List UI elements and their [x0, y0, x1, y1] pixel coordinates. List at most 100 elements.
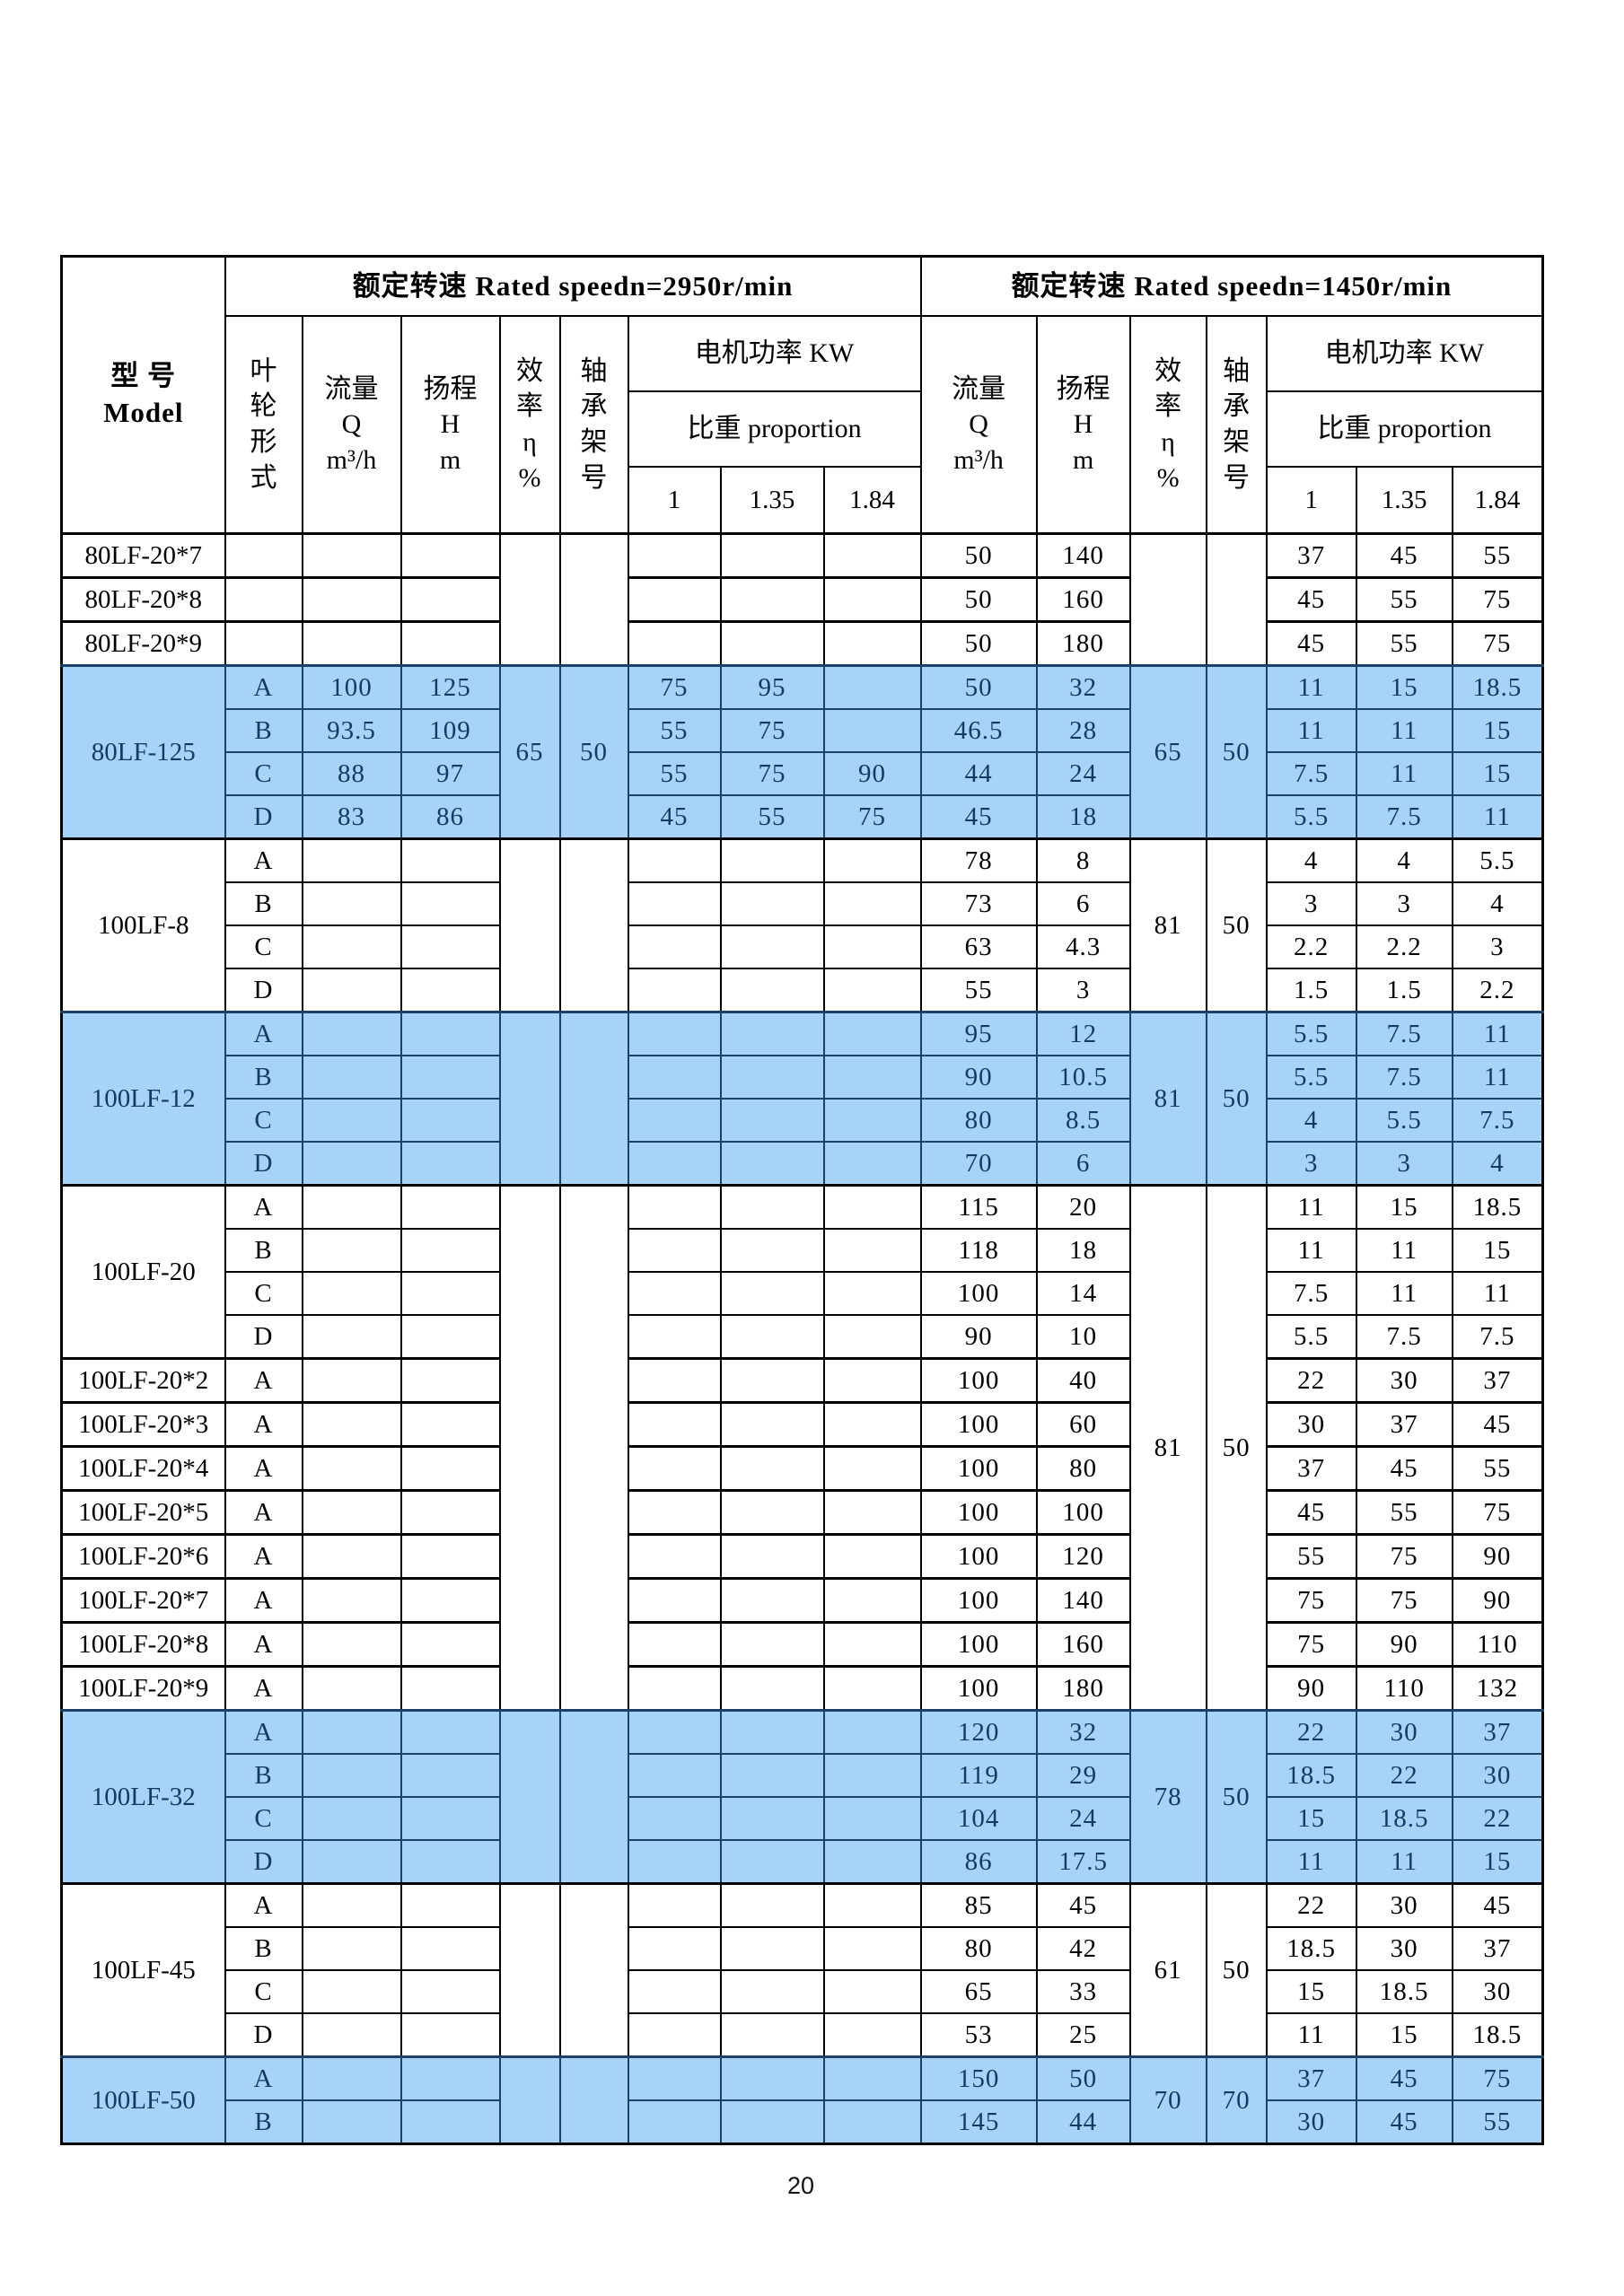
power-1450-cell: 15 — [1355, 664, 1453, 710]
head-1450-cell: 160 — [1035, 1621, 1131, 1668]
head-1450-cell: 14 — [1035, 1271, 1131, 1316]
power-1450-cell: 22 — [1265, 1709, 1357, 1755]
power-2950-cell — [822, 925, 922, 969]
power-1450-cell: 5.5 — [1265, 1314, 1357, 1360]
power-1450-cell: 7.5 — [1355, 1011, 1453, 1056]
flow-2950-cell — [301, 1753, 402, 1798]
power-2950-cell — [719, 1271, 825, 1316]
flow-1450-cell: 70 — [919, 1141, 1038, 1187]
head-1450-cell: 45 — [1035, 1882, 1131, 1928]
head-2950-cell — [399, 1709, 501, 1755]
impeller-form-cell: A — [224, 1621, 303, 1668]
power-1450-cell: 7.5 — [1265, 1271, 1357, 1316]
power-1450-cell: 11 — [1265, 1228, 1357, 1273]
impeller-form-cell: A — [224, 1401, 303, 1448]
flow-2950-cell — [301, 925, 402, 969]
head-2950-cell — [399, 968, 501, 1013]
flow-2950-cell — [301, 1969, 402, 2014]
head-2950-cell — [399, 1839, 501, 1885]
head-1450-cell: 80 — [1035, 1445, 1131, 1492]
flow-2950-cell — [301, 1445, 402, 1492]
power-2950-cell — [719, 1533, 825, 1580]
power-2950-cell — [719, 1926, 825, 1971]
head-1450-cell: 28 — [1035, 708, 1131, 753]
power-1450-cell: 75 — [1355, 1533, 1453, 1580]
power-1450-cell: 15 — [1451, 1839, 1544, 1885]
efficiency-1450-cell — [1128, 532, 1207, 667]
head-1450-cell: 6 — [1035, 881, 1131, 926]
flow-2950-cell — [301, 968, 402, 1013]
power-1450-cell: 7.5 — [1355, 1055, 1453, 1100]
efficiency-1450-cell: 81 — [1128, 1184, 1207, 1712]
power-2950-cell — [822, 1969, 922, 2014]
flow-1450-cell: 65 — [919, 1969, 1038, 2014]
power-1450-cell: 55 — [1265, 1533, 1357, 1580]
power-2950-cell: 90 — [822, 751, 922, 796]
head-1450-cell: 8.5 — [1035, 1098, 1131, 1143]
flow-1450-cell: 145 — [919, 2099, 1038, 2145]
power-2950-cell — [822, 2055, 922, 2101]
motor-power-1450-header: 电机功率 KW — [1265, 315, 1544, 392]
power-1450-cell: 55 — [1451, 2099, 1544, 2145]
flow-1450-header: 流量 Q m³/h — [919, 315, 1038, 535]
bearing-2950-cell — [558, 1184, 629, 1712]
bearing-2950-cell: 50 — [558, 664, 629, 840]
flow-1450-cell: 90 — [919, 1314, 1038, 1360]
flow-1450-cell: 45 — [919, 794, 1038, 840]
efficiency-2950-header: 效 率 η % — [498, 315, 561, 535]
head-2950-cell — [399, 2055, 501, 2101]
power-1450-cell: 45 — [1265, 620, 1357, 667]
head-1450-cell: 6 — [1035, 1141, 1131, 1187]
impeller-form-cell: A — [224, 1533, 303, 1580]
efficiency-2950-cell — [498, 1709, 561, 1885]
flow-2950-cell — [301, 2055, 402, 2101]
power-2950-cell: 75 — [719, 708, 825, 753]
power-1450-cell: 3 — [1355, 881, 1453, 926]
power-1450-cell: 4 — [1451, 881, 1544, 926]
power-1450-cell: 30 — [1355, 1709, 1453, 1755]
head-1450-cell: 17.5 — [1035, 1839, 1131, 1885]
flow-1450-cell: 100 — [919, 1489, 1038, 1536]
power-2950-cell — [822, 1357, 922, 1404]
power-2950-cell — [822, 1753, 922, 1798]
flow-2950-cell — [301, 1621, 402, 1668]
head-2950-cell: 97 — [399, 751, 501, 796]
power-2950-cell — [627, 2012, 722, 2058]
impeller-form-cell: A — [224, 1882, 303, 1928]
power-1450-cell: 3 — [1451, 925, 1544, 969]
head-1450-cell: 10.5 — [1035, 1055, 1131, 1100]
ratio-184-2950-header: 1.84 — [822, 466, 922, 535]
power-1450-cell: 18.5 — [1355, 1796, 1453, 1841]
head-2950-cell — [399, 881, 501, 926]
power-1450-cell: 11 — [1451, 1011, 1544, 1056]
head-1450-cell: 10 — [1035, 1314, 1131, 1360]
head-2950-cell — [399, 1011, 501, 1056]
power-2950-cell — [719, 1969, 825, 2014]
head-1450-cell: 120 — [1035, 1533, 1131, 1580]
head-1450-cell: 4.3 — [1035, 925, 1131, 969]
power-1450-cell: 15 — [1355, 1184, 1453, 1230]
efficiency-1450-cell: 78 — [1128, 1709, 1207, 1885]
ratio-184-1450-header: 1.84 — [1451, 466, 1544, 535]
impeller-form-cell: B — [224, 881, 303, 926]
power-1450-cell: 15 — [1265, 1969, 1357, 2014]
head-2950-cell — [399, 1445, 501, 1492]
power-1450-cell: 45 — [1451, 1882, 1544, 1928]
flow-1450-cell: 50 — [919, 620, 1038, 667]
head-2950-cell — [399, 837, 501, 883]
power-1450-cell: 4 — [1355, 837, 1453, 883]
flow-2950-cell — [301, 1314, 402, 1360]
impeller-form-cell: B — [224, 2099, 303, 2145]
bearing-2950-cell — [558, 532, 629, 667]
model-cell: 100LF-20*5 — [60, 1489, 226, 1536]
efficiency-2950-cell — [498, 1882, 561, 2058]
power-1450-cell: 90 — [1451, 1533, 1544, 1580]
power-2950-cell — [822, 1098, 922, 1143]
power-2950-cell: 75 — [719, 751, 825, 796]
power-1450-cell: 7.5 — [1265, 751, 1357, 796]
head-2950-cell — [399, 1753, 501, 1798]
power-1450-cell: 18.5 — [1355, 1969, 1453, 2014]
power-2950-cell — [822, 1314, 922, 1360]
impeller-form-cell — [224, 532, 303, 579]
power-2950-cell — [627, 1314, 722, 1360]
